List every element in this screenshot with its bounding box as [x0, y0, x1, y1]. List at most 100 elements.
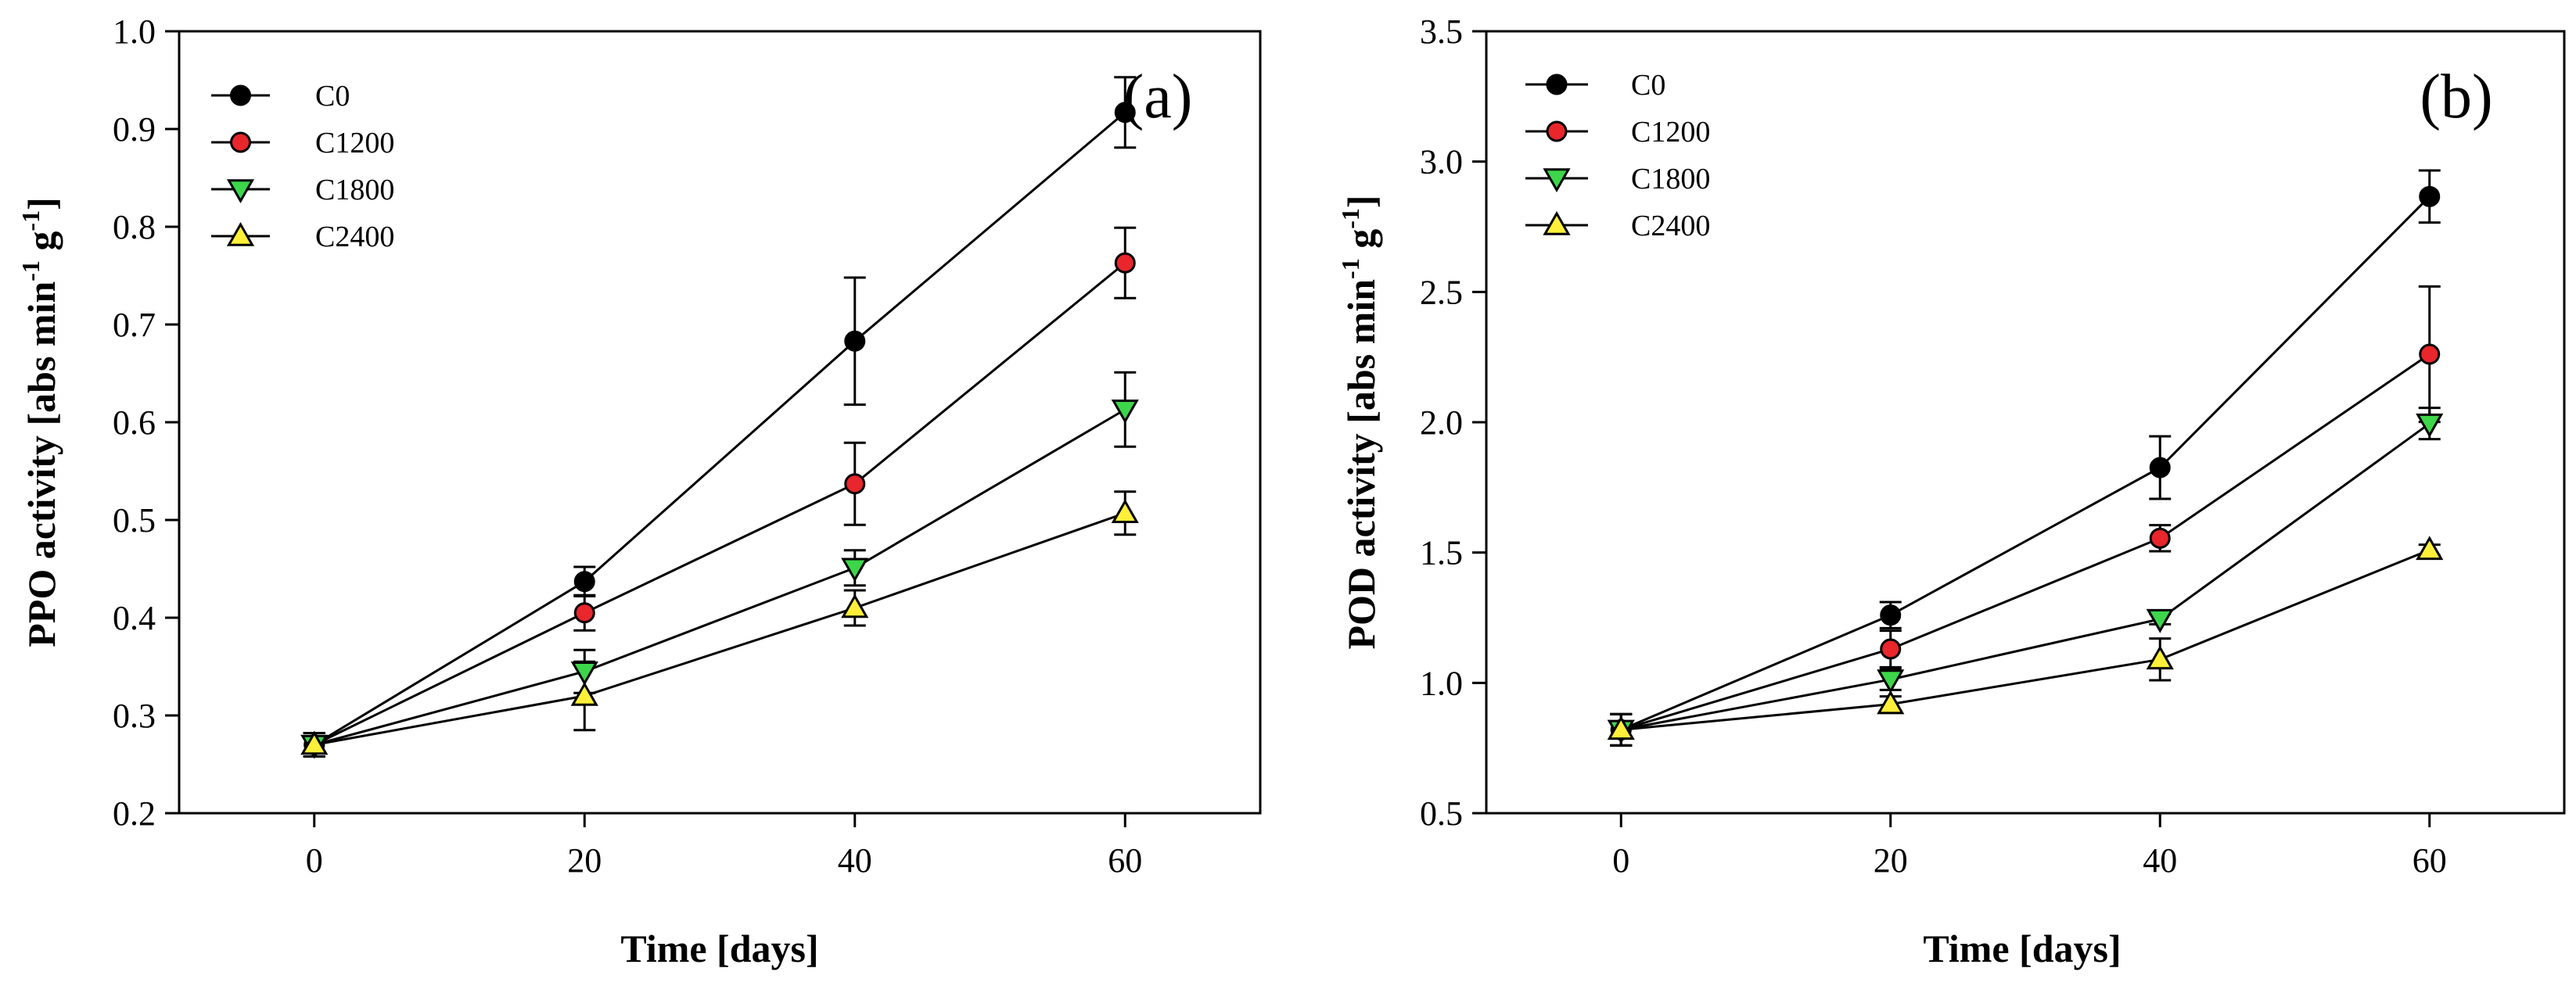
legend-marker [226, 179, 255, 204]
legend-marker [1546, 74, 1568, 95]
series-C2400 [314, 511, 1126, 746]
series-line [1620, 422, 2430, 731]
y-axis-title-sup2: -1 [1336, 208, 1364, 229]
data-point [844, 473, 866, 495]
series-errorbars-C1800 [303, 371, 1137, 758]
series-points-C2400 [300, 499, 1139, 755]
panel-label: (b) [2420, 63, 2492, 131]
series-C1200 [314, 262, 1126, 746]
series-line [1621, 548, 2430, 731]
data-point [2419, 185, 2441, 207]
chart-panel-b: 0.5 1.0 1.5 2.0 2.5 3.0 3.5 0 20 40 60 Time [days] P… [1336, 13, 2566, 970]
y-tick-label: 1.0 [1420, 664, 1463, 702]
legend-marker [226, 221, 255, 246]
legend: C0 C1200 C1800 C2400 [211, 80, 394, 253]
data-point [2416, 536, 2444, 561]
data-point [2149, 527, 2171, 549]
data-point [1111, 400, 1139, 424]
series-errorbars-C1200 [1610, 285, 2441, 747]
series-errorbars-C2400 [303, 490, 1137, 758]
chart-panel-a: 0.2 0.3 0.4 0.5 0.6 0.7 0.8 0.9 1.0 0 20 40 60 Time [… [16, 13, 1262, 970]
y-tick-label: 0.2 [113, 794, 156, 833]
data-point [573, 571, 595, 593]
series-points-C1800 [1607, 413, 2444, 744]
data-point [2146, 645, 2174, 670]
y-tick-label: 0.5 [1420, 794, 1463, 833]
y-tick-label: 0.3 [113, 697, 156, 735]
data-point [2419, 343, 2441, 365]
y-axis-title-sup2: -1 [16, 210, 45, 231]
series-errorbars-C0 [303, 76, 1137, 758]
y-tick-label: 1.5 [1420, 534, 1463, 572]
y-tick-label: 2.0 [1420, 403, 1463, 442]
y-axis-title-mid: g [20, 231, 63, 261]
data-point [841, 558, 869, 583]
data-point [570, 681, 598, 706]
data-point [1114, 102, 1136, 124]
series-line [1620, 195, 2430, 731]
legend: C0 C1200 C1800 C2400 [1525, 69, 1710, 242]
legend-label: C2400 [1631, 210, 1710, 242]
y-axis-title: POD activity [abs min-1 g-1] [1336, 195, 1383, 649]
x-tick-label: 20 [1874, 841, 1908, 880]
x-tick-label: 60 [1108, 841, 1142, 880]
data-point [1111, 499, 1139, 523]
series-line [313, 111, 1126, 746]
x-tick-label: 0 [1612, 841, 1629, 880]
data-point [2146, 608, 2174, 633]
y-tick-label: 0.5 [113, 501, 156, 540]
y-axis-title-end: ] [20, 197, 63, 210]
series-C0 [313, 111, 1126, 746]
series-C1800 [314, 408, 1126, 746]
x-tick-label: 40 [838, 841, 872, 880]
x-tick-label: 60 [2413, 841, 2447, 880]
y-tick-label: 2.5 [1420, 273, 1463, 311]
y-tick-label: 1.0 [113, 13, 156, 51]
data-point [1114, 252, 1136, 274]
series-points-C0 [304, 102, 1136, 755]
series-line [314, 262, 1126, 746]
data-point [1880, 638, 1902, 660]
y-tick-label: 0.7 [113, 306, 156, 344]
plot-frame [1485, 30, 2566, 815]
x-axis-title: Time [days] [1923, 927, 2121, 970]
series-points-C0 [1610, 185, 2441, 740]
y-axis-title-sup1: -1 [1336, 258, 1364, 279]
y-axis-title-mid: g [1339, 229, 1383, 259]
y-tick-label: 0.8 [113, 208, 156, 246]
data-point [1877, 690, 1905, 715]
legend-label: C1800 [1631, 163, 1710, 195]
legend-marker [230, 131, 251, 153]
series-errorbars-C0 [1610, 169, 2441, 747]
legend-label: C1800 [315, 174, 394, 206]
series-C1800 [1620, 422, 2430, 731]
data-point [570, 662, 598, 686]
series-C2400 [1621, 548, 2430, 731]
y-tick-label: 3.0 [1420, 143, 1463, 181]
y-tick-label: 0.6 [113, 403, 156, 442]
legend-label: C1200 [1631, 116, 1710, 149]
legend-label: C2400 [315, 221, 394, 253]
series-points-C1200 [304, 252, 1136, 755]
series-line [1620, 353, 2430, 731]
legend-marker [230, 84, 251, 106]
x-tick-label: 40 [2143, 841, 2177, 880]
legend-marker [1543, 168, 1571, 193]
panel-label: (a) [1123, 63, 1193, 131]
y-axis-title: PPO activity [abs min-1 g-1] [16, 197, 63, 647]
y-axis-title-sup1: -1 [16, 260, 45, 281]
series-points-C2400 [1607, 536, 2444, 740]
legend-label: C0 [315, 80, 350, 113]
series-points-C1800 [300, 400, 1139, 759]
x-axis-title: Time [days] [620, 927, 818, 970]
legend-marker [1546, 120, 1568, 142]
data-point [841, 593, 869, 618]
series-line [314, 511, 1126, 746]
series-line [314, 408, 1126, 746]
x-tick-label: 20 [567, 841, 602, 880]
series-C1200 [1620, 353, 2430, 731]
data-point [844, 330, 866, 352]
x-tick-label: 0 [306, 841, 323, 880]
legend-label: C0 [1631, 69, 1665, 102]
